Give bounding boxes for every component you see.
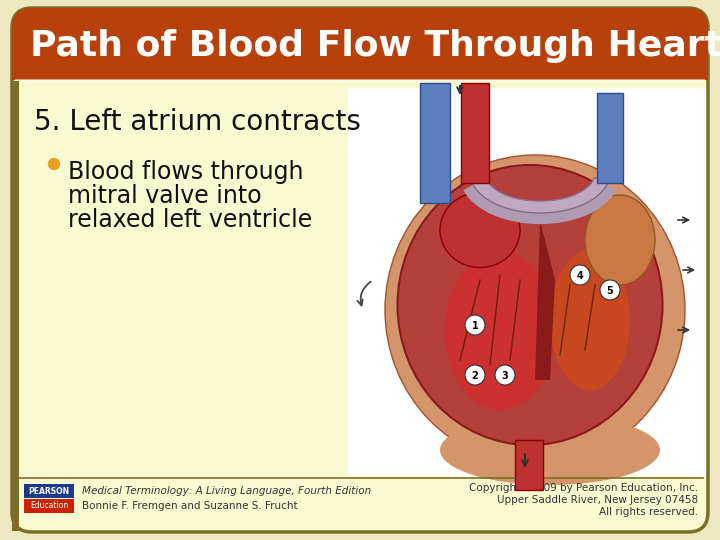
Text: PEARSON: PEARSON (28, 487, 70, 496)
Circle shape (465, 365, 485, 385)
Bar (515, 440, 543, 490)
Bar (420, 83, 450, 203)
Bar (461, 83, 489, 183)
Bar (12, 81, 19, 531)
Circle shape (570, 265, 590, 285)
Text: 5: 5 (607, 286, 613, 296)
Bar (24, 499, 74, 513)
Polygon shape (535, 220, 555, 380)
Polygon shape (471, 178, 609, 213)
Ellipse shape (440, 415, 660, 485)
Bar (24, 484, 74, 498)
Bar (348, 88, 706, 476)
Text: Bonnie F. Fremgen and Suzanne S. Frucht: Bonnie F. Fremgen and Suzanne S. Frucht (82, 501, 297, 511)
Text: 5. Left atrium contracts: 5. Left atrium contracts (34, 108, 361, 136)
Text: Blood flows through: Blood flows through (68, 160, 304, 184)
Text: Upper Saddle River, New Jersey 07458: Upper Saddle River, New Jersey 07458 (497, 495, 698, 505)
Bar (12, 58, 708, 80)
Text: 3: 3 (502, 371, 508, 381)
Text: mitral valve into: mitral valve into (68, 184, 261, 208)
Text: Medical Terminology: A Living Language, Fourth Edition: Medical Terminology: A Living Language, … (82, 486, 372, 496)
Text: Copyright©2009 by Pearson Education, Inc.: Copyright©2009 by Pearson Education, Inc… (469, 483, 698, 493)
Text: Education: Education (30, 502, 68, 510)
Circle shape (465, 315, 485, 335)
Ellipse shape (385, 155, 685, 465)
Text: 2: 2 (472, 371, 478, 381)
FancyBboxPatch shape (12, 8, 708, 532)
Ellipse shape (397, 165, 662, 445)
Ellipse shape (550, 250, 630, 390)
Circle shape (48, 159, 60, 170)
FancyBboxPatch shape (12, 8, 708, 80)
Text: Path of Blood Flow Through Heart: Path of Blood Flow Through Heart (30, 29, 720, 63)
Ellipse shape (585, 195, 655, 285)
Circle shape (600, 280, 620, 300)
Ellipse shape (440, 192, 520, 267)
Text: 1: 1 (472, 321, 478, 331)
Text: relaxed left ventricle: relaxed left ventricle (68, 208, 312, 232)
Ellipse shape (445, 250, 555, 410)
Circle shape (495, 365, 515, 385)
Text: All rights reserved.: All rights reserved. (599, 507, 698, 517)
Bar (597, 93, 623, 183)
Text: 4: 4 (577, 271, 583, 281)
